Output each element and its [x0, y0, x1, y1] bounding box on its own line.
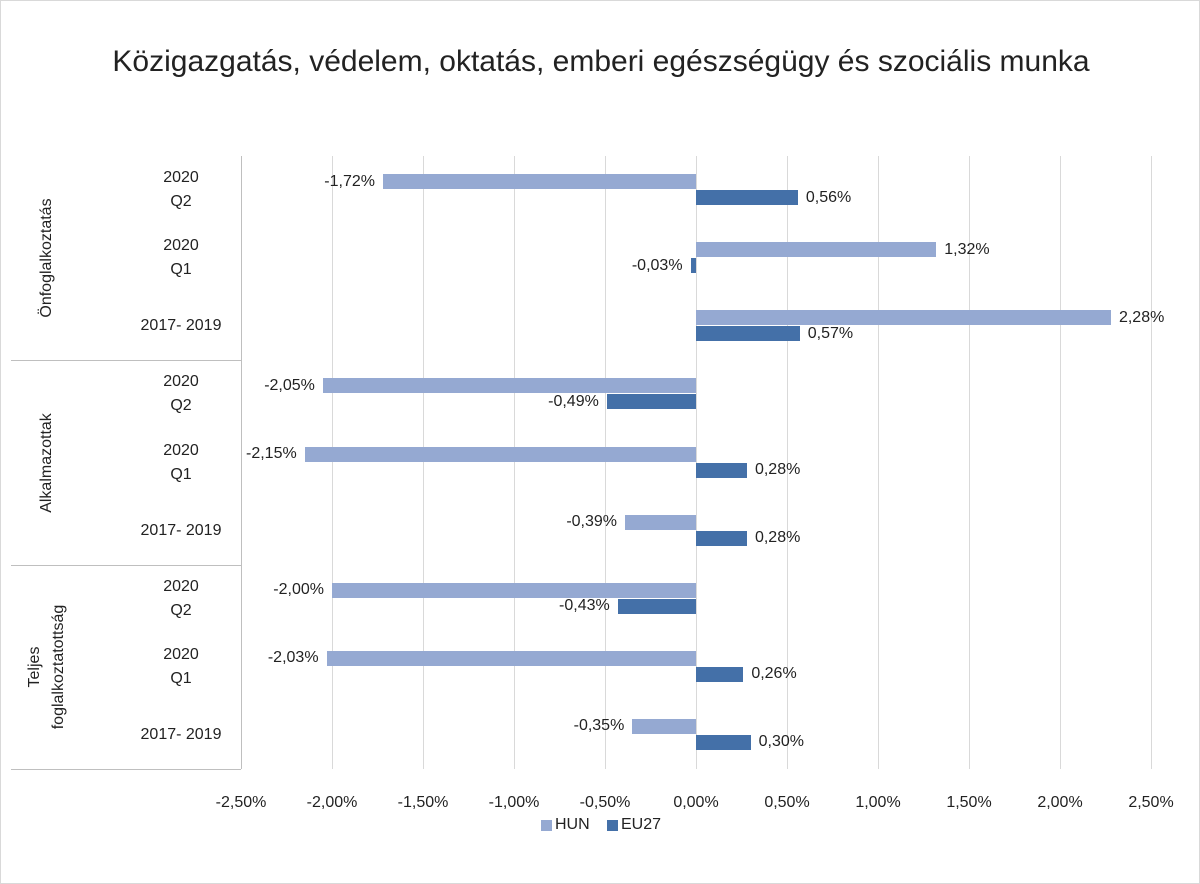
- grid-line: [423, 156, 424, 769]
- bar: [332, 582, 696, 598]
- data-label: 0,26%: [751, 665, 797, 683]
- bar: [696, 666, 744, 682]
- group-label: Önfoglalkoztatás: [38, 198, 55, 318]
- group-divider: [11, 564, 241, 566]
- data-label: -1,72%: [324, 172, 375, 190]
- group-divider: [11, 360, 241, 362]
- bar: [696, 462, 747, 478]
- grid-line: [878, 156, 879, 769]
- bar: [632, 718, 696, 734]
- bar: [617, 598, 696, 614]
- bar: [696, 242, 937, 258]
- x-tick-label: -0,50%: [579, 794, 631, 811]
- x-tick-label: -1,50%: [397, 794, 449, 811]
- x-tick-label: 1,50%: [946, 794, 992, 811]
- data-label: -2,03%: [267, 649, 319, 667]
- legend-swatch: [607, 820, 618, 831]
- bar: [606, 394, 696, 410]
- data-label: 0,30%: [758, 733, 804, 751]
- data-label: -2,15%: [246, 445, 297, 462]
- x-tick-label: 1,00%: [855, 794, 901, 811]
- grid-line: [969, 156, 970, 769]
- y-tick-label: 2017- 2019: [140, 725, 222, 743]
- grid-line: [1151, 156, 1152, 769]
- y-tick-label: 2020 Q2: [163, 169, 199, 211]
- data-label: 1,32%: [944, 240, 990, 258]
- bar: [322, 378, 696, 394]
- data-label: 0,28%: [754, 529, 801, 547]
- x-tick-label: -2,00%: [306, 794, 358, 811]
- grid-line: [605, 156, 606, 769]
- data-label: -0,43%: [559, 597, 610, 615]
- y-tick-label: 2020 Q2: [163, 373, 199, 415]
- bar: [696, 734, 751, 750]
- x-tick-label: 2,00%: [1037, 794, 1083, 811]
- data-label: -0,39%: [566, 513, 618, 531]
- x-tick-label: 0,00%: [673, 794, 719, 811]
- bar: [696, 326, 800, 342]
- data-label: -0,03%: [631, 256, 683, 274]
- bar: [696, 530, 747, 546]
- data-label: 2,28%: [1118, 308, 1165, 326]
- data-label: -0,49%: [548, 392, 599, 410]
- bar: [696, 310, 1111, 326]
- y-tick-label: 2017- 2019: [140, 521, 222, 539]
- data-label: -0,35%: [573, 717, 625, 735]
- y-tick-label: 2020 Q2: [163, 577, 199, 619]
- data-label: -2,00%: [273, 581, 324, 599]
- grid-line: [787, 156, 788, 769]
- grid-line: [514, 156, 515, 769]
- bar: [382, 174, 696, 190]
- legend-swatch: [541, 820, 552, 831]
- bar: [625, 514, 696, 530]
- data-label: 0,57%: [807, 324, 854, 342]
- y-tick-label: 2020 Q1: [163, 645, 199, 687]
- data-label: -2,05%: [264, 376, 315, 394]
- group-label: Alkalmazottak: [38, 412, 55, 513]
- x-tick-label: 0,50%: [764, 794, 810, 811]
- y-tick-label: 2017- 2019: [140, 317, 222, 335]
- axis-line: [11, 769, 241, 770]
- x-tick-label: -1,00%: [488, 794, 540, 811]
- axis-line: [241, 156, 242, 769]
- y-tick-label: 2020 Q1: [163, 237, 199, 279]
- bar: [326, 650, 696, 666]
- grid-line: [1060, 156, 1061, 769]
- legend-label: HUN: [555, 816, 590, 833]
- group-label: Teljes foglalkoztatottság: [26, 604, 67, 730]
- bar: [690, 258, 696, 274]
- grid-line: [332, 156, 333, 769]
- data-label: 0,28%: [754, 461, 801, 478]
- data-label: 0,56%: [805, 188, 852, 206]
- bar: [696, 190, 798, 206]
- legend-label: EU27: [621, 816, 662, 833]
- chart-title: Közigazgatás, védelem, oktatás, emberi e…: [112, 45, 1090, 78]
- y-tick-label: 2020 Q1: [163, 441, 199, 483]
- x-tick-label: -2,50%: [215, 794, 267, 811]
- bar: [304, 446, 696, 462]
- x-tick-label: 2,50%: [1128, 794, 1174, 811]
